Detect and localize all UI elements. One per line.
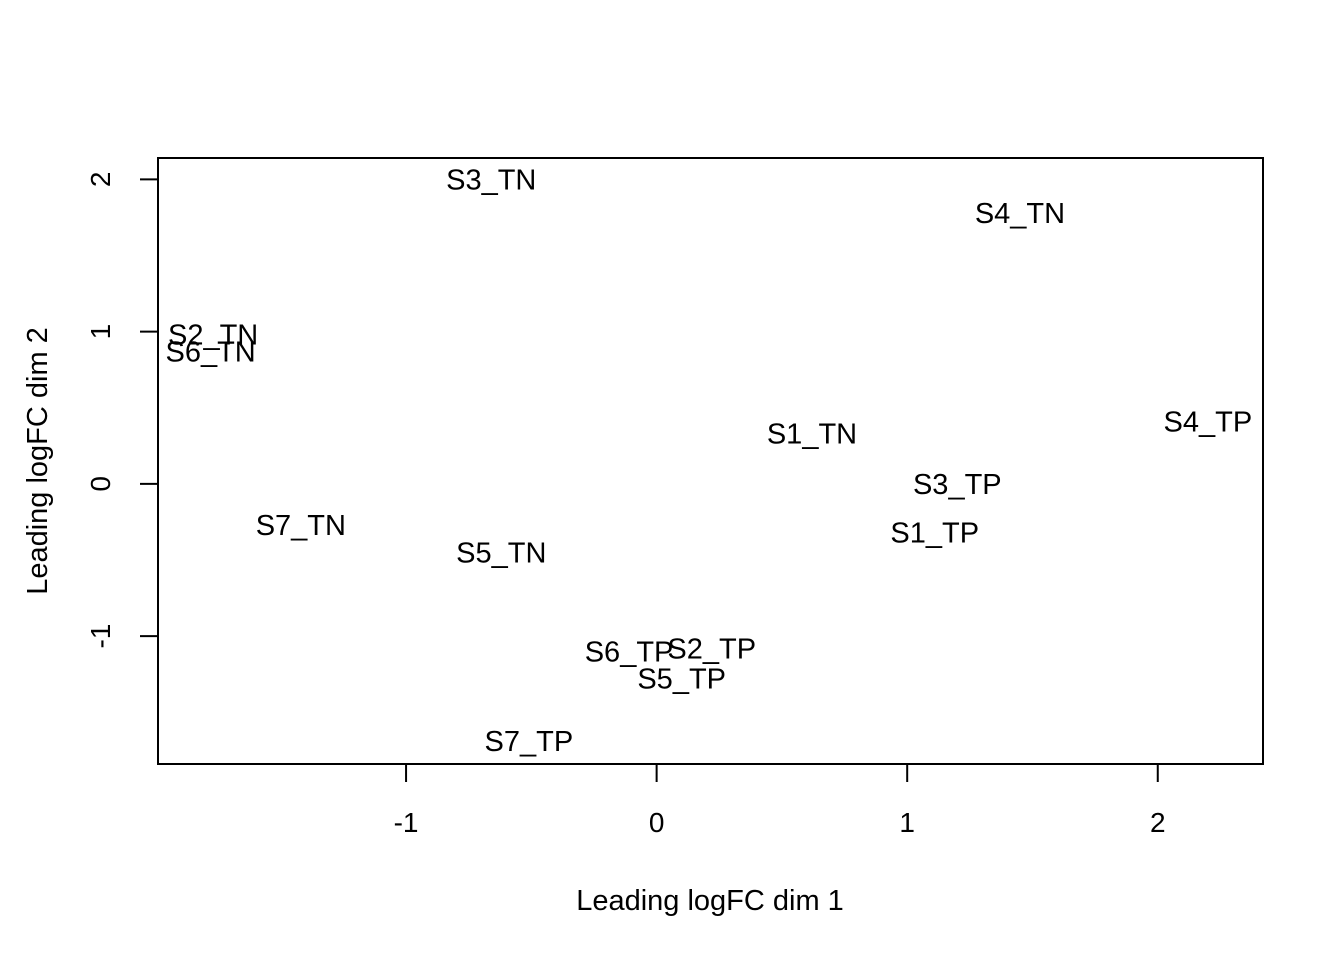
point-label: S1_TN bbox=[767, 419, 857, 451]
x-tick-label: -1 bbox=[394, 807, 419, 838]
x-axis-title: Leading logFC dim 1 bbox=[576, 885, 844, 917]
y-tick-label: -1 bbox=[85, 624, 116, 649]
point-label: S5_TN bbox=[456, 537, 546, 569]
point-label: S3_TP bbox=[913, 469, 1002, 501]
point-label: S2_TP bbox=[667, 633, 756, 665]
point-label: S4_TN bbox=[975, 198, 1065, 230]
point-label: S6_TN bbox=[165, 336, 255, 368]
point-label: S6_TP bbox=[585, 636, 674, 668]
x-tick-label: 1 bbox=[899, 807, 915, 838]
y-tick-label: 0 bbox=[85, 476, 116, 492]
point-label: S7_TN bbox=[256, 510, 346, 542]
point-label: S1_TP bbox=[890, 518, 979, 550]
point-label: S2_TN bbox=[168, 320, 258, 352]
point-label: S3_TN bbox=[446, 164, 536, 196]
x-tick-label: 2 bbox=[1150, 807, 1166, 838]
y-axis-title: Leading logFC dim 2 bbox=[22, 327, 54, 595]
point-label: S4_TP bbox=[1164, 406, 1253, 438]
y-axis: -1 0 1 2 bbox=[85, 172, 159, 649]
point-label: S5_TP bbox=[637, 664, 726, 696]
point-label: S7_TP bbox=[485, 726, 574, 758]
x-tick-label: 0 bbox=[649, 807, 665, 838]
y-tick-label: 2 bbox=[85, 172, 116, 188]
y-tick-label: 1 bbox=[85, 324, 116, 340]
x-axis: -1 0 1 2 bbox=[394, 763, 1166, 838]
